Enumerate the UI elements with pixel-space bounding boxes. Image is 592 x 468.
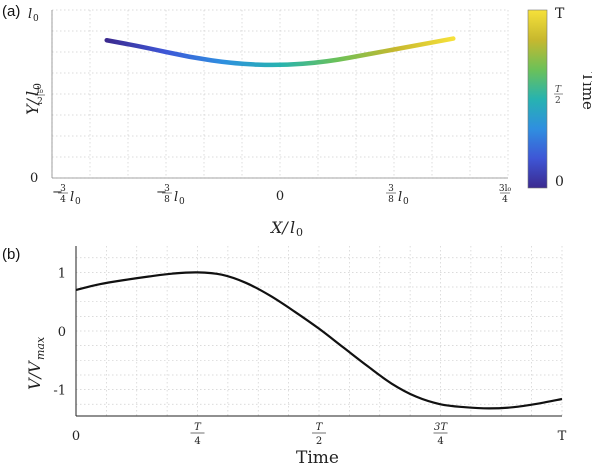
- panel-a-grid: [51, 9, 509, 179]
- svg-text:X/: X/: [269, 218, 289, 237]
- svg-text:0: 0: [75, 197, 81, 207]
- colorbar-tick-T: T: [555, 6, 565, 22]
- svg-text:2: 2: [316, 436, 322, 447]
- svg-text:max: max: [34, 336, 47, 360]
- svg-text:l: l: [70, 190, 74, 205]
- svg-text:T: T: [194, 422, 202, 433]
- panel-b-ytick: -1: [53, 384, 66, 399]
- panel-b-series: [75, 271, 563, 410]
- svg-text:4: 4: [60, 195, 66, 205]
- svg-text:l: l: [174, 190, 178, 205]
- colorbar-bar: [527, 9, 548, 189]
- panel-a-ytick-half: l₀2: [35, 86, 45, 107]
- panel-a-xtick-neg-3-8: −38 l 0: [156, 184, 185, 207]
- svg-text:T: T: [316, 422, 324, 433]
- svg-text:l: l: [398, 190, 402, 205]
- svg-text:l: l: [23, 91, 42, 96]
- panel-label-b: (b): [2, 246, 20, 263]
- svg-text:0: 0: [179, 197, 185, 207]
- svg-text:3: 3: [164, 184, 170, 194]
- svg-text:l: l: [28, 7, 32, 22]
- panel-a-xtick-0: 0: [276, 189, 284, 204]
- svg-text:0: 0: [33, 14, 39, 24]
- svg-text:3: 3: [60, 184, 66, 194]
- panel-a-ylabel: Y/ l 0: [23, 83, 44, 115]
- svg-text:8: 8: [388, 195, 394, 205]
- colorbar-tick-0: 0: [555, 174, 564, 190]
- svg-text:−: −: [156, 185, 167, 200]
- panel-b-ytick: 1: [58, 266, 66, 281]
- svg-text:0: 0: [31, 83, 44, 90]
- panel-a-xlabel: X/ l 0: [269, 218, 303, 239]
- svg-text:2: 2: [555, 96, 561, 106]
- panel-a-xtick-3-8: 38 l 0: [386, 184, 409, 207]
- svg-text:2: 2: [37, 97, 43, 107]
- panel-b-xtick-T-2: T2: [312, 422, 326, 447]
- panel-label-a: (a): [2, 3, 20, 20]
- panel-b-xtick-0: 0: [72, 429, 80, 444]
- svg-text:8: 8: [164, 195, 170, 205]
- colorbar: T T 2 0 Time: [527, 6, 592, 190]
- panel-b-velocity-line: [75, 271, 563, 410]
- svg-text:3l₀: 3l₀: [499, 184, 512, 194]
- svg-text:0: 0: [403, 197, 409, 207]
- panel-a-ytick-0: 0: [30, 171, 38, 186]
- svg-text:3T: 3T: [434, 422, 448, 433]
- panel-b-xtick-T-4: T4: [190, 422, 205, 447]
- svg-text:0: 0: [296, 226, 303, 239]
- svg-text:4: 4: [194, 436, 200, 447]
- panel-b-xlabel: Time: [296, 448, 339, 468]
- panel-b-xtick-T: T: [558, 429, 567, 444]
- svg-text:l₀: l₀: [37, 86, 44, 96]
- colorbar-label: Time: [579, 72, 592, 110]
- svg-text:4: 4: [502, 195, 508, 205]
- panel-b-ylabel: V/V max: [25, 336, 47, 390]
- svg-text:V/V: V/V: [25, 360, 44, 390]
- svg-text:3: 3: [388, 184, 394, 194]
- colorbar-tick-half: T 2: [554, 85, 563, 106]
- panel-b-xtick-3T-4: 3T4: [433, 422, 448, 447]
- panel-a-series: [104, 36, 456, 68]
- svg-text:4: 4: [437, 436, 443, 447]
- panel-a-xtick-neg-3-4: −34 l 0: [52, 184, 81, 207]
- svg-text:T: T: [555, 85, 562, 95]
- svg-text:l: l: [290, 218, 295, 237]
- panel-b-ytick: 0: [58, 325, 66, 340]
- svg-text:−: −: [52, 185, 63, 200]
- panel-a-trajectory: [104, 36, 456, 68]
- svg-text:Y/: Y/: [23, 97, 42, 115]
